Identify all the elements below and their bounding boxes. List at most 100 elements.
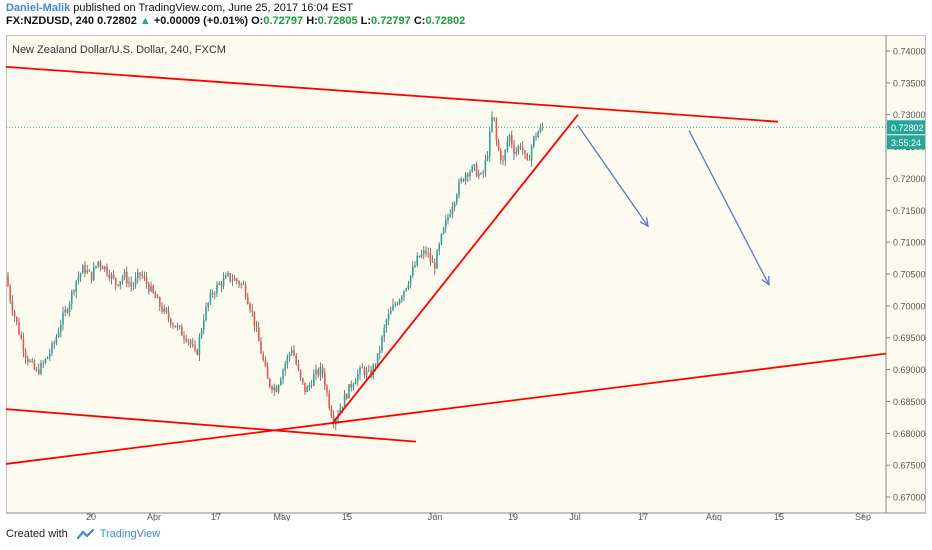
candle-body xyxy=(35,369,38,371)
arrow-shaft[interactable] xyxy=(577,125,649,227)
candle-body xyxy=(143,276,146,278)
candle-body xyxy=(229,273,231,281)
candle-body xyxy=(398,299,401,305)
up-triangle-icon: ▲ xyxy=(139,15,151,27)
candle-body xyxy=(218,283,220,285)
candle-body xyxy=(258,327,260,342)
candle-body xyxy=(22,338,25,352)
candle-body xyxy=(440,233,443,244)
candle-body xyxy=(77,276,80,281)
candle-body xyxy=(260,341,262,354)
x-tick-label: 15 xyxy=(342,512,352,521)
candle-body xyxy=(242,283,245,285)
candle-body xyxy=(90,271,93,281)
candle-body xyxy=(379,350,381,354)
y-tick-label: 0.69500 xyxy=(893,333,926,343)
price-axis[interactable]: 0.740000.735000.730000.725000.720000.715… xyxy=(886,46,926,503)
arrow-shaft[interactable] xyxy=(688,130,770,286)
candle-body xyxy=(187,340,190,342)
ohlc-line: FX:NZDUSD, 240 0.72802 ▲ +0.00009 (+0.01… xyxy=(6,15,926,28)
candle-body xyxy=(308,385,311,388)
countdown-tag xyxy=(887,135,925,150)
candle-body xyxy=(277,385,280,392)
chart-area[interactable]: New Zealand Dollar/U.S. Dollar, 240, FXC… xyxy=(5,34,927,522)
candle-body xyxy=(110,274,113,279)
candle-body xyxy=(458,181,460,196)
candle-body xyxy=(106,266,108,275)
candle-body xyxy=(251,310,253,312)
candle-body xyxy=(310,385,313,386)
candle-body xyxy=(71,291,73,304)
candle-body xyxy=(203,319,205,331)
candle-body xyxy=(123,271,126,278)
candle-body xyxy=(170,318,172,325)
candle-body xyxy=(409,275,412,285)
candle-body xyxy=(271,386,273,391)
candle-body xyxy=(97,261,99,266)
candle-body xyxy=(460,178,462,182)
tradingview-brand-link[interactable]: TradingView xyxy=(99,528,161,540)
candle-body xyxy=(394,304,396,306)
x-tick-label: 19 xyxy=(508,512,518,521)
x-tick-label: 20 xyxy=(86,512,96,521)
candle-body xyxy=(324,373,326,387)
candle-body xyxy=(423,250,425,254)
candle-body xyxy=(319,366,322,376)
candle-body xyxy=(497,140,500,151)
candle-body xyxy=(176,325,179,328)
candle-body xyxy=(471,165,473,172)
y-tick-label: 0.68000 xyxy=(893,429,926,439)
candle-body xyxy=(275,386,278,392)
candle-body xyxy=(172,324,174,326)
candle-body xyxy=(427,253,429,254)
candle-body xyxy=(535,136,537,138)
candle-body xyxy=(44,358,47,364)
y-tick-label: 0.73500 xyxy=(893,78,926,88)
close-value: 0.72802 xyxy=(425,15,466,27)
candle-body xyxy=(240,283,242,285)
candle-body xyxy=(62,312,64,325)
candle-body xyxy=(185,338,187,342)
candle-body xyxy=(198,336,201,355)
author-link[interactable]: Daniel-Malik xyxy=(6,2,71,14)
candle-body xyxy=(352,384,355,388)
candle-body xyxy=(139,272,141,275)
candle-body xyxy=(132,285,135,287)
candle-body xyxy=(126,271,128,284)
tradingview-logo-icon xyxy=(76,528,94,540)
candle-body xyxy=(165,308,168,312)
candle-body xyxy=(66,309,69,313)
candle-body xyxy=(451,207,454,214)
candle-body xyxy=(236,278,238,282)
candle-body xyxy=(233,278,236,281)
candle-body xyxy=(341,406,344,409)
candle-body xyxy=(282,370,284,380)
y-tick-label: 0.73000 xyxy=(893,110,926,120)
trendline[interactable] xyxy=(5,352,887,465)
trendline[interactable] xyxy=(331,114,579,425)
candle-body xyxy=(42,362,44,364)
time-axis[interactable]: 20 Apr 17 May 15 Jun 19 Jul 17 Aug 15 Sep xyxy=(86,512,871,522)
candle-body xyxy=(354,381,357,385)
candle-body xyxy=(99,261,102,267)
candle-body xyxy=(38,369,40,374)
candle-body xyxy=(416,255,418,266)
candle-body xyxy=(306,387,308,392)
candle-body xyxy=(425,250,427,254)
candle-body xyxy=(348,384,350,399)
candle-body xyxy=(387,314,390,321)
x-tick-label: 17 xyxy=(211,512,221,521)
candle-body xyxy=(515,151,517,154)
candle-body xyxy=(541,126,544,128)
candle-body xyxy=(27,358,29,362)
candle-body xyxy=(205,306,207,320)
candle-body xyxy=(7,275,9,287)
candle-body xyxy=(339,408,341,415)
trendline[interactable] xyxy=(5,65,779,123)
candle-body xyxy=(46,356,49,359)
candle-body xyxy=(401,296,403,300)
price-chart[interactable]: New Zealand Dollar/U.S. Dollar, 240, FXC… xyxy=(5,34,927,522)
candle-body xyxy=(304,382,306,392)
candle-body xyxy=(156,297,159,299)
trendline[interactable] xyxy=(5,408,417,443)
